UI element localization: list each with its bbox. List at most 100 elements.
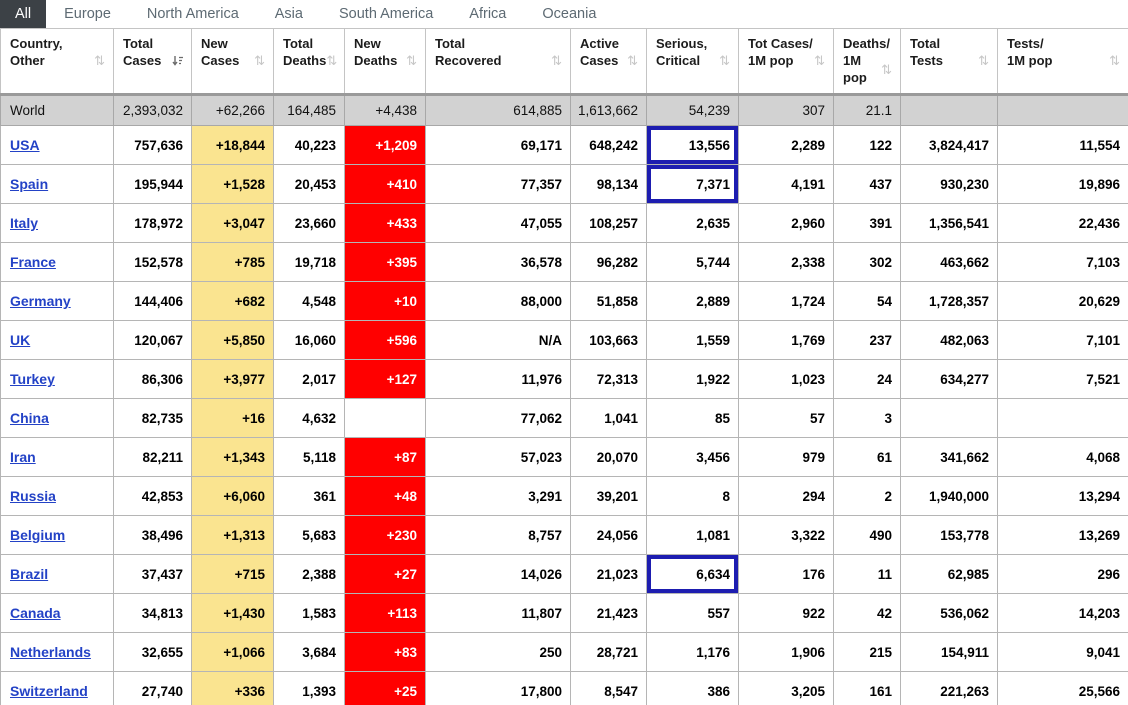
country-link[interactable]: Netherlands bbox=[10, 644, 91, 660]
col-header-active-cases[interactable]: Active Cases ⇅ bbox=[570, 28, 647, 96]
active-cases-cell: 72,313 bbox=[570, 359, 647, 399]
col-header-tests-1m[interactable]: Tests/1M pop ⇅ bbox=[997, 28, 1128, 96]
total-recovered-cell: 77,062 bbox=[425, 398, 571, 438]
serious-critical-cell: 85 bbox=[646, 398, 739, 438]
sort-both-icon[interactable]: ⇅ bbox=[814, 53, 825, 68]
sort-both-icon[interactable]: ⇅ bbox=[254, 53, 265, 68]
tests-1m-cell: 13,294 bbox=[997, 476, 1128, 516]
country-link[interactable]: Germany bbox=[10, 293, 71, 309]
sort-both-icon[interactable]: ⇅ bbox=[1109, 53, 1120, 68]
serious-critical-cell: 8 bbox=[646, 476, 739, 516]
sort-both-icon[interactable]: ⇅ bbox=[94, 53, 105, 68]
col-header-total-deaths[interactable]: Total Deaths ⇅ bbox=[273, 28, 345, 96]
country-link[interactable]: Spain bbox=[10, 176, 49, 192]
total-deaths-cell: 4,548 bbox=[273, 281, 345, 321]
sort-both-icon[interactable]: ⇅ bbox=[627, 53, 638, 68]
country-row: Italy 178,972 +3,047 23,660 +433 47,055 108,25… bbox=[0, 203, 1128, 243]
country-row: USA 757,636 +18,844 40,223 +1,209 69,171 648,2… bbox=[0, 125, 1128, 165]
active-cases-cell: 24,056 bbox=[570, 515, 647, 555]
table-body: World 2,393,032 +62,266 164,485 +4,438 614,88… bbox=[0, 94, 1128, 705]
tab-europe[interactable]: Europe bbox=[64, 6, 111, 22]
col-header-country[interactable]: Country, Other ⇅ bbox=[0, 28, 114, 96]
serious-critical-cell: 1,081 bbox=[646, 515, 739, 555]
new-cases-cell: +682 bbox=[191, 281, 274, 321]
tab-asia[interactable]: Asia bbox=[274, 6, 303, 22]
new-cases-cell: +1,066 bbox=[191, 632, 274, 672]
col-header-serious-critical[interactable]: Serious, Critical ⇅ bbox=[646, 28, 739, 96]
cases-1m-cell: 307 bbox=[738, 94, 834, 126]
country-link[interactable]: Italy bbox=[10, 215, 39, 231]
col-label-line1: Deaths/ bbox=[843, 36, 890, 51]
col-header-total-recovered[interactable]: Total Recovered ⇅ bbox=[425, 28, 571, 96]
country-row: Belgium 38,496 +1,313 5,683 +230 8,757 24,056 1… bbox=[0, 515, 1128, 555]
country-link[interactable]: UK bbox=[10, 332, 31, 348]
country-cell: France bbox=[0, 242, 114, 282]
new-cases-cell: +1,430 bbox=[191, 593, 274, 633]
tests-1m-cell: 9,041 bbox=[997, 632, 1128, 672]
col-label-line1: Tot Cases/ bbox=[748, 36, 813, 51]
tests-1m-cell: 14,203 bbox=[997, 593, 1128, 633]
active-cases-cell: 648,242 bbox=[570, 125, 647, 165]
cases-1m-cell: 4,191 bbox=[738, 164, 834, 204]
new-deaths-cell: +27 bbox=[344, 554, 426, 594]
header-row: Country, Other ⇅ Total Cases New Cases ⇅ Total De… bbox=[0, 28, 1128, 96]
country-link[interactable]: Canada bbox=[10, 605, 61, 621]
active-cases-cell: 1,613,662 bbox=[570, 94, 647, 126]
country-link[interactable]: Brazil bbox=[10, 566, 49, 582]
sort-both-icon[interactable]: ⇅ bbox=[551, 53, 562, 68]
tab-all[interactable]: All bbox=[0, 0, 47, 28]
col-header-deaths-1m[interactable]: Deaths/1M pop ⇅ bbox=[833, 28, 901, 96]
tests-1m-cell: 13,269 bbox=[997, 515, 1128, 555]
col-header-total-cases[interactable]: Total Cases bbox=[113, 28, 192, 96]
tab-south-america[interactable]: South America bbox=[338, 6, 434, 22]
total-tests-cell: 221,263 bbox=[900, 671, 998, 705]
sort-both-icon[interactable]: ⇅ bbox=[406, 53, 417, 68]
tab-africa[interactable]: Africa bbox=[469, 6, 507, 22]
country-link[interactable]: USA bbox=[10, 137, 40, 153]
deaths-1m-cell: 122 bbox=[833, 125, 901, 165]
country-row: Spain 195,944 +1,528 20,453 +410 77,357 98,134… bbox=[0, 164, 1128, 204]
col-header-total-tests[interactable]: Total Tests ⇅ bbox=[900, 28, 998, 96]
country-link[interactable]: China bbox=[10, 410, 49, 426]
tests-1m-cell: 20,629 bbox=[997, 281, 1128, 321]
country-link[interactable]: Belgium bbox=[10, 527, 66, 543]
deaths-1m-cell: 391 bbox=[833, 203, 901, 243]
total-recovered-cell: 614,885 bbox=[425, 94, 571, 126]
tab-oceania[interactable]: Oceania bbox=[542, 6, 597, 22]
total-deaths-cell: 20,453 bbox=[273, 164, 345, 204]
col-header-new-cases[interactable]: New Cases ⇅ bbox=[191, 28, 274, 96]
total-tests-cell: 463,662 bbox=[900, 242, 998, 282]
deaths-1m-cell: 161 bbox=[833, 671, 901, 705]
col-label-line2: Cases bbox=[123, 53, 162, 68]
country-link[interactable]: Iran bbox=[10, 449, 36, 465]
country-row: Iran 82,211 +1,343 5,118 +87 57,023 20,070 3,45… bbox=[0, 437, 1128, 477]
active-cases-cell: 103,663 bbox=[570, 320, 647, 360]
country-link[interactable]: Switzerland bbox=[10, 683, 88, 699]
new-deaths-cell: +410 bbox=[344, 164, 426, 204]
col-label-line1: New bbox=[201, 36, 228, 51]
country-cell: World bbox=[0, 94, 114, 126]
sort-both-icon[interactable]: ⇅ bbox=[978, 53, 989, 68]
total-deaths-cell: 40,223 bbox=[273, 125, 345, 165]
total-deaths-cell: 2,017 bbox=[273, 359, 345, 399]
country-link[interactable]: Russia bbox=[10, 488, 56, 504]
new-deaths-cell: +113 bbox=[344, 593, 426, 633]
new-deaths-cell: +230 bbox=[344, 515, 426, 555]
country-row: Brazil 37,437 +715 2,388 +27 14,026 21,023 6,63… bbox=[0, 554, 1128, 594]
total-tests-cell: 930,230 bbox=[900, 164, 998, 204]
active-cases-cell: 28,721 bbox=[570, 632, 647, 672]
tab-north-america[interactable]: North America bbox=[146, 6, 239, 22]
sort-both-icon[interactable]: ⇅ bbox=[326, 53, 338, 68]
col-header-new-deaths[interactable]: New Deaths ⇅ bbox=[344, 28, 426, 96]
country-link[interactable]: Turkey bbox=[10, 371, 55, 387]
new-cases-cell: +1,528 bbox=[191, 164, 274, 204]
sort-both-icon[interactable]: ⇅ bbox=[881, 61, 892, 77]
total-cases-cell: 757,636 bbox=[113, 125, 192, 165]
region-tabs: All Europe North America Asia South America A… bbox=[0, 0, 1128, 28]
sort-desc-icon[interactable] bbox=[172, 55, 183, 67]
col-header-cases-1m[interactable]: Tot Cases/1M pop ⇅ bbox=[738, 28, 834, 96]
sort-both-icon[interactable]: ⇅ bbox=[719, 53, 730, 68]
new-deaths-cell: +1,209 bbox=[344, 125, 426, 165]
country-link[interactable]: France bbox=[10, 254, 56, 270]
serious-critical-cell: 5,744 bbox=[646, 242, 739, 282]
